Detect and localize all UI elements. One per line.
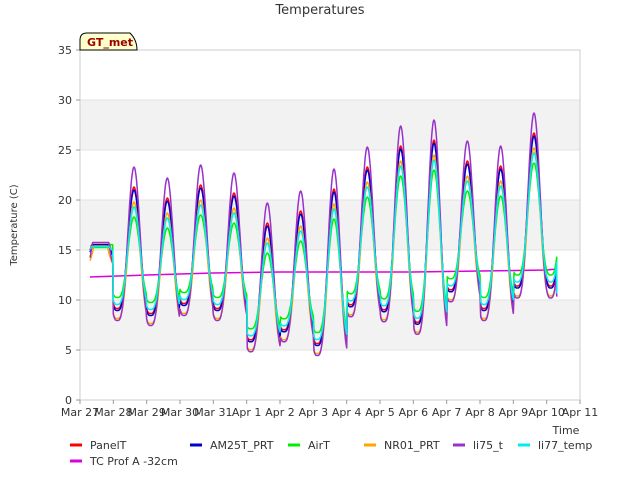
- legend-label: AirT: [308, 439, 330, 452]
- series-lines: [89, 112, 558, 357]
- x-tick-label: Apr 6: [399, 406, 429, 419]
- legend-label: NR01_PRT: [384, 439, 440, 452]
- x-tick-label: Apr 9: [499, 406, 529, 419]
- legend: PanelT TC Prof A -32cm AM25T_PRT AirT NR01_P…: [70, 439, 592, 468]
- x-tick-label: Mar 27: [61, 406, 99, 419]
- y-tick-label: 0: [65, 394, 72, 407]
- x-tick-label: Mar 28: [94, 406, 132, 419]
- x-tick-label: Apr 4: [332, 406, 362, 419]
- x-tick-label: Apr 1: [232, 406, 262, 419]
- x-tick-label: Apr 11: [562, 406, 599, 419]
- station-annotation: GT_met: [79, 32, 138, 51]
- y-tick-label: 30: [58, 94, 72, 107]
- plot-area: [79, 49, 581, 401]
- x-tick-label: Mar 30: [161, 406, 199, 419]
- x-tick-label: Apr 3: [299, 406, 329, 419]
- chart-title: Temperatures: [274, 3, 364, 18]
- x-tick-label: Apr 5: [365, 406, 395, 419]
- y-tick-label: 10: [58, 294, 72, 307]
- y-tick-label: 25: [58, 144, 72, 157]
- y-tick-label: 15: [58, 244, 72, 257]
- y-axis-label: Temperature (C): [9, 184, 20, 266]
- legend-label: PanelT: [90, 439, 127, 452]
- grid-band: [80, 300, 580, 350]
- x-tick-label: Apr 10: [528, 406, 565, 419]
- grid-band: [80, 100, 580, 150]
- x-axis-label: Time: [552, 424, 580, 437]
- y-tick-label: 5: [65, 344, 72, 357]
- x-tick-label: Mar 31: [194, 406, 232, 419]
- legend-label: AM25T_PRT: [210, 439, 274, 452]
- station-label: GT_met: [87, 36, 133, 49]
- series-line-li77-temp: [89, 152, 558, 341]
- y-tick-label: 20: [58, 194, 72, 207]
- x-tick-label: Apr 2: [265, 406, 295, 419]
- y-tick-label: 35: [58, 44, 72, 57]
- x-tick-label: Mar 29: [128, 406, 166, 419]
- x-tick-label: Apr 8: [465, 406, 495, 419]
- x-tick-label: Apr 7: [432, 406, 462, 419]
- legend-label: li75_t: [473, 439, 504, 452]
- y-axis-ticks: 0 5 10 15 20 25 30 35: [58, 44, 80, 407]
- legend-label: TC Prof A -32cm: [89, 455, 178, 468]
- legend-label: li77_temp: [538, 439, 592, 452]
- series-line-li75-t: [89, 112, 558, 357]
